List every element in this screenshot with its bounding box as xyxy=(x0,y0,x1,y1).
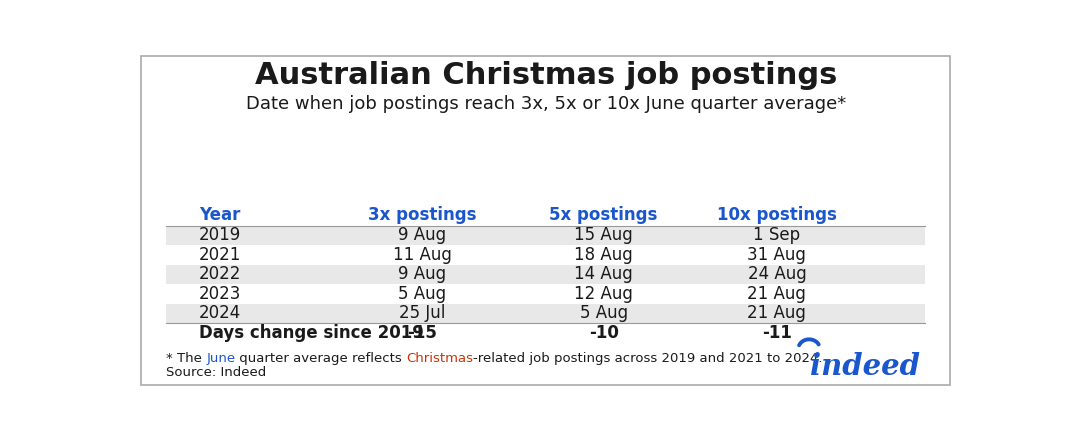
Text: 25 Jul: 25 Jul xyxy=(398,304,445,323)
Text: -10: -10 xyxy=(589,324,619,342)
Text: 31 Aug: 31 Aug xyxy=(748,246,806,264)
Text: 18 Aug: 18 Aug xyxy=(574,246,633,264)
Text: Days change since 2019: Days change since 2019 xyxy=(199,324,424,342)
Text: 2022: 2022 xyxy=(199,266,242,283)
Text: 2019: 2019 xyxy=(199,226,242,245)
Text: 2021: 2021 xyxy=(199,246,242,264)
Text: 5 Aug: 5 Aug xyxy=(579,304,627,323)
Text: 3x postings: 3x postings xyxy=(367,206,476,225)
Text: -11: -11 xyxy=(761,324,792,342)
Text: 10x postings: 10x postings xyxy=(717,206,837,225)
Text: quarter average reflects: quarter average reflects xyxy=(235,352,407,365)
Text: 9 Aug: 9 Aug xyxy=(398,266,446,283)
Text: 24 Aug: 24 Aug xyxy=(748,266,806,283)
Text: 2024: 2024 xyxy=(199,304,242,323)
Text: Australian Christmas job postings: Australian Christmas job postings xyxy=(255,61,837,90)
Bar xyxy=(166,265,925,284)
Text: 1 Sep: 1 Sep xyxy=(753,226,801,245)
Text: 11 Aug: 11 Aug xyxy=(393,246,452,264)
Text: Date when job postings reach 3x, 5x or 10x June quarter average*: Date when job postings reach 3x, 5x or 1… xyxy=(246,95,846,113)
Text: 2023: 2023 xyxy=(199,285,242,303)
Text: 21 Aug: 21 Aug xyxy=(748,285,806,303)
Text: -related job postings across 2019 and 2021 to 2024.: -related job postings across 2019 and 20… xyxy=(473,352,823,365)
Text: Year: Year xyxy=(199,206,241,225)
Text: June: June xyxy=(207,352,235,365)
Bar xyxy=(166,226,925,245)
Text: 12 Aug: 12 Aug xyxy=(574,285,633,303)
Text: indeed: indeed xyxy=(810,352,920,381)
Text: 14 Aug: 14 Aug xyxy=(574,266,633,283)
Text: 15 Aug: 15 Aug xyxy=(574,226,633,245)
Text: 5x postings: 5x postings xyxy=(550,206,658,225)
Text: * The: * The xyxy=(166,352,207,365)
Text: 21 Aug: 21 Aug xyxy=(748,304,806,323)
Text: Source: Indeed: Source: Indeed xyxy=(166,366,266,379)
Text: 5 Aug: 5 Aug xyxy=(398,285,446,303)
Text: -15: -15 xyxy=(407,324,437,342)
Bar xyxy=(166,304,925,323)
Text: Christmas: Christmas xyxy=(407,352,473,365)
Text: 9 Aug: 9 Aug xyxy=(398,226,446,245)
